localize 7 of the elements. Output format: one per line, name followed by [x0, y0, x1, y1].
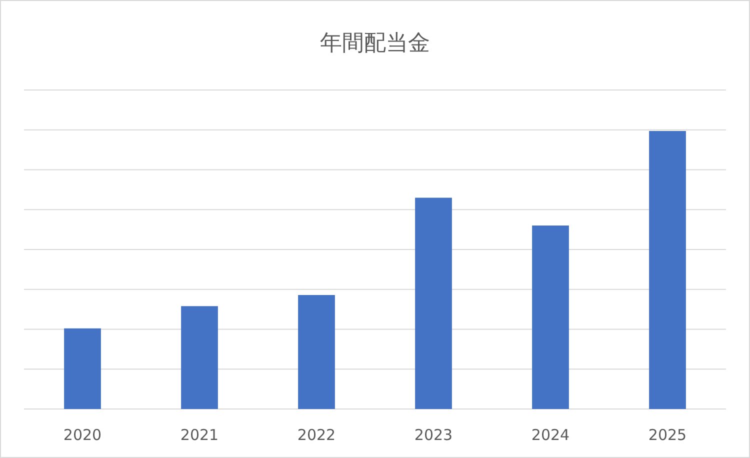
x-tick-label: 2025: [648, 426, 687, 444]
x-tick-label: 2023: [414, 426, 453, 444]
x-tick-label: 2024: [531, 426, 570, 444]
x-tick-label: 2020: [63, 426, 102, 444]
x-tick-label: 2022: [297, 426, 336, 444]
x-tick-label: 2021: [180, 426, 219, 444]
chart-title: 年間配当金: [320, 31, 430, 56]
